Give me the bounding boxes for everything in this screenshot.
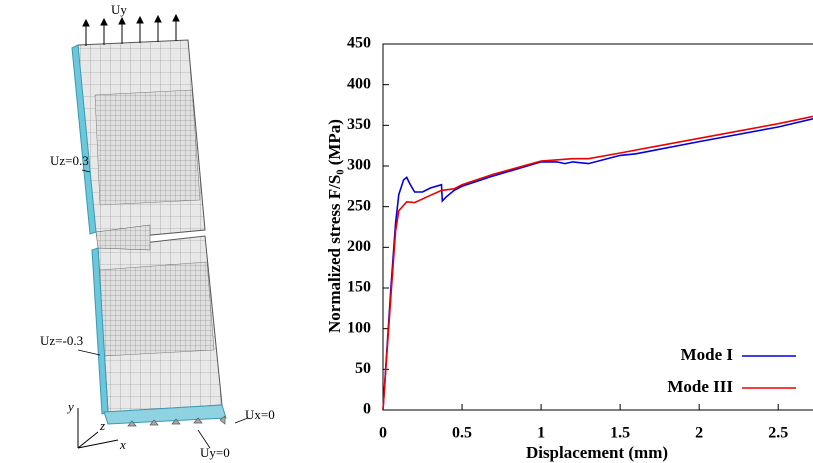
- y-tick-label: 0: [363, 401, 371, 418]
- load-label: Uy: [111, 2, 127, 17]
- specimen: [71, 13, 249, 449]
- series-line: [382, 118, 813, 411]
- bc-label: Uz=0.3: [50, 153, 89, 168]
- x-tick-label: 2: [695, 425, 703, 442]
- x-tick-label: 1: [537, 425, 545, 442]
- x-tick-label: 2.5: [768, 425, 788, 442]
- y-tick-label: 50: [355, 360, 371, 377]
- bc-label: Uz=-0.3: [40, 333, 83, 348]
- y-tick-label: 250: [347, 197, 371, 214]
- bc-label: Ux=0: [245, 407, 275, 422]
- legend-label: Mode I: [681, 345, 734, 364]
- axis-label: x: [119, 437, 126, 452]
- y-tick-label: 400: [347, 75, 371, 92]
- x-tick-label: 0: [379, 425, 387, 442]
- bc-label: Uy=0: [200, 445, 230, 460]
- axis-label: z: [99, 418, 105, 433]
- y-tick-label: 150: [347, 279, 371, 296]
- y-tick-label: 100: [347, 319, 371, 336]
- y-tick-label: 450: [347, 35, 371, 52]
- y-tick-label: 350: [347, 116, 371, 133]
- series-line: [382, 115, 813, 411]
- y-tick-label: 200: [347, 238, 371, 255]
- legend-label: Mode III: [667, 377, 733, 396]
- y-tick-label: 300: [347, 157, 371, 174]
- y-axis-label: Normalized stress F/S₀ (MPa): [325, 119, 344, 333]
- axis-label: y: [66, 399, 74, 414]
- plot-frame: [382, 43, 813, 411]
- x-tick-label: 0.5: [452, 425, 472, 442]
- x-tick-label: 1.5: [610, 425, 630, 442]
- x-axis-label: Displacement (mm): [526, 443, 668, 462]
